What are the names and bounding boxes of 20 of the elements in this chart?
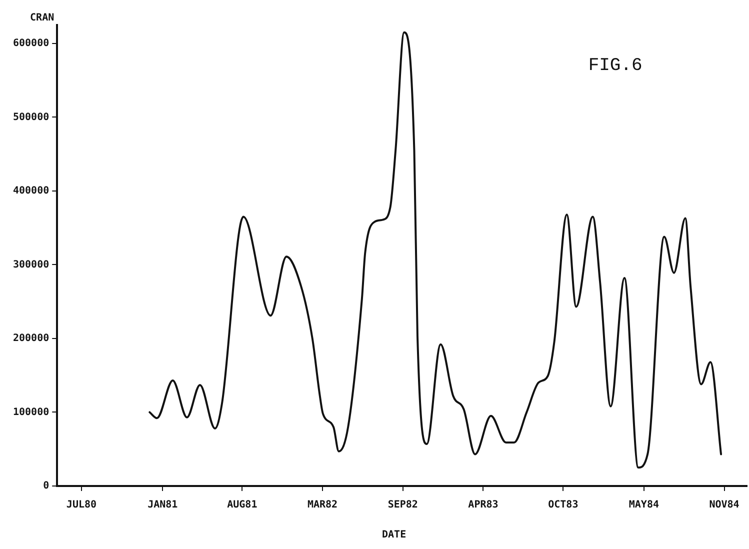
x-tick-label: MAR82	[307, 500, 338, 511]
y-tick-label: 200000	[13, 333, 50, 344]
annotation: FIG.6	[588, 56, 642, 76]
y-tick-label: 400000	[13, 186, 50, 197]
y-tick-label: 500000	[13, 112, 50, 123]
y-tick-label: 300000	[13, 259, 50, 270]
y-tick-label: 100000	[13, 406, 50, 418]
x-tick-label: AUG81	[227, 500, 258, 511]
y-tick-label: 0	[43, 480, 50, 492]
x-axis-title: DATE	[382, 530, 406, 541]
y-axis-title: CRAN	[30, 12, 54, 24]
x-tick-label: OCT83	[548, 500, 578, 511]
x-tick-label: JAN81	[148, 500, 178, 511]
x-tick-label: APR83	[468, 500, 498, 511]
x-tick-label: MAY84	[628, 500, 659, 511]
y-tick-label: 600000	[13, 38, 50, 50]
line-series	[148, 31, 722, 469]
x-tick-label: JUL80	[66, 500, 97, 511]
x-tick-label: SEP82	[388, 500, 418, 511]
x-tick-label: NOV84	[709, 500, 740, 511]
